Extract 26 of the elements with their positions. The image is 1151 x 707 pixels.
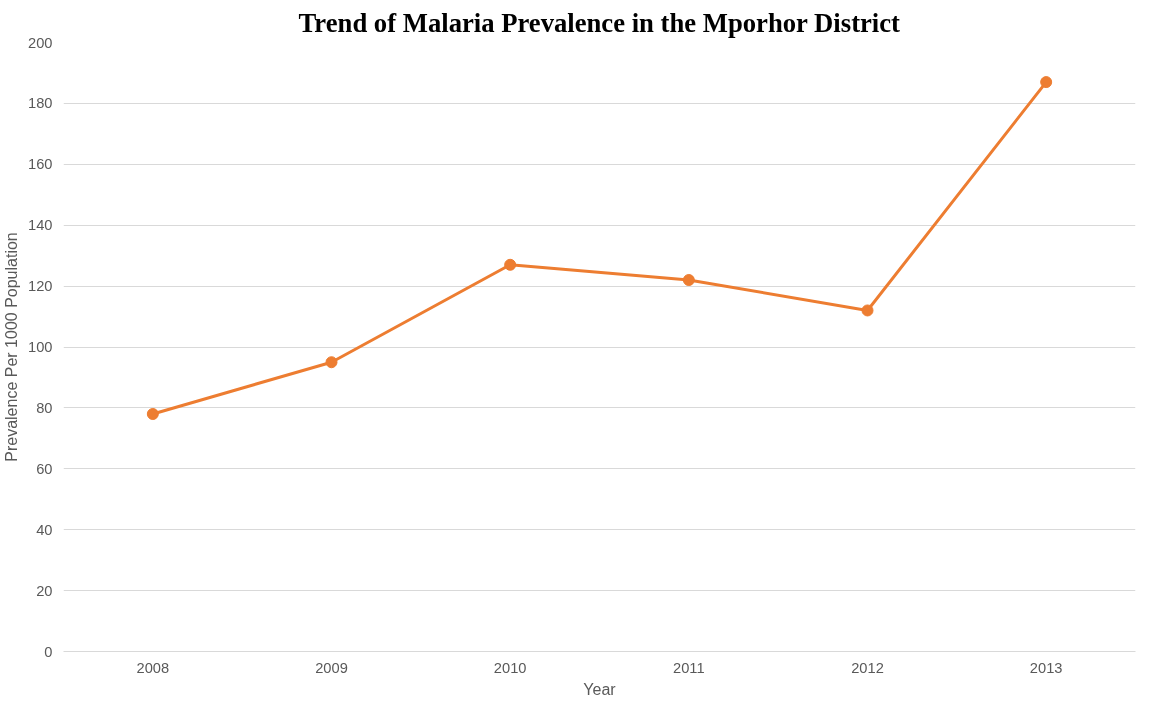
y-tick-label: 200 (28, 34, 53, 51)
y-tick-label: 140 (28, 217, 53, 234)
x-tick-label: 2008 (136, 659, 170, 676)
y-tick-label: 40 (36, 521, 53, 538)
y-tick-label: 0 (44, 643, 53, 660)
point (325, 356, 338, 369)
x-tick-label: 2010 (493, 659, 527, 676)
y-tick-label: 20 (36, 582, 53, 599)
x-axis-title: Year (583, 680, 617, 698)
x-tick-label: 2013 (1029, 659, 1063, 676)
point (1040, 76, 1053, 89)
y-tick-label: 80 (36, 399, 53, 416)
y-tick-label: 180 (28, 95, 53, 112)
x-tick-label: 2012 (851, 659, 884, 676)
point (146, 408, 159, 420)
point (504, 258, 517, 271)
y-tick-label: 120 (28, 278, 53, 295)
y-tick-label: 160 (28, 156, 53, 173)
point (682, 274, 695, 286)
chart-title: Trend of Malaria Prevalence in the Mporhor District (298, 7, 901, 38)
x-tick-label: 2009 (315, 659, 348, 676)
y-tick-label: 100 (28, 339, 53, 355)
y-axis-title: Prevalence Per 1000 Population (3, 232, 21, 462)
point (861, 304, 874, 317)
x-tick-label: 2011 (673, 659, 705, 676)
y-tick-label: 60 (36, 460, 53, 477)
